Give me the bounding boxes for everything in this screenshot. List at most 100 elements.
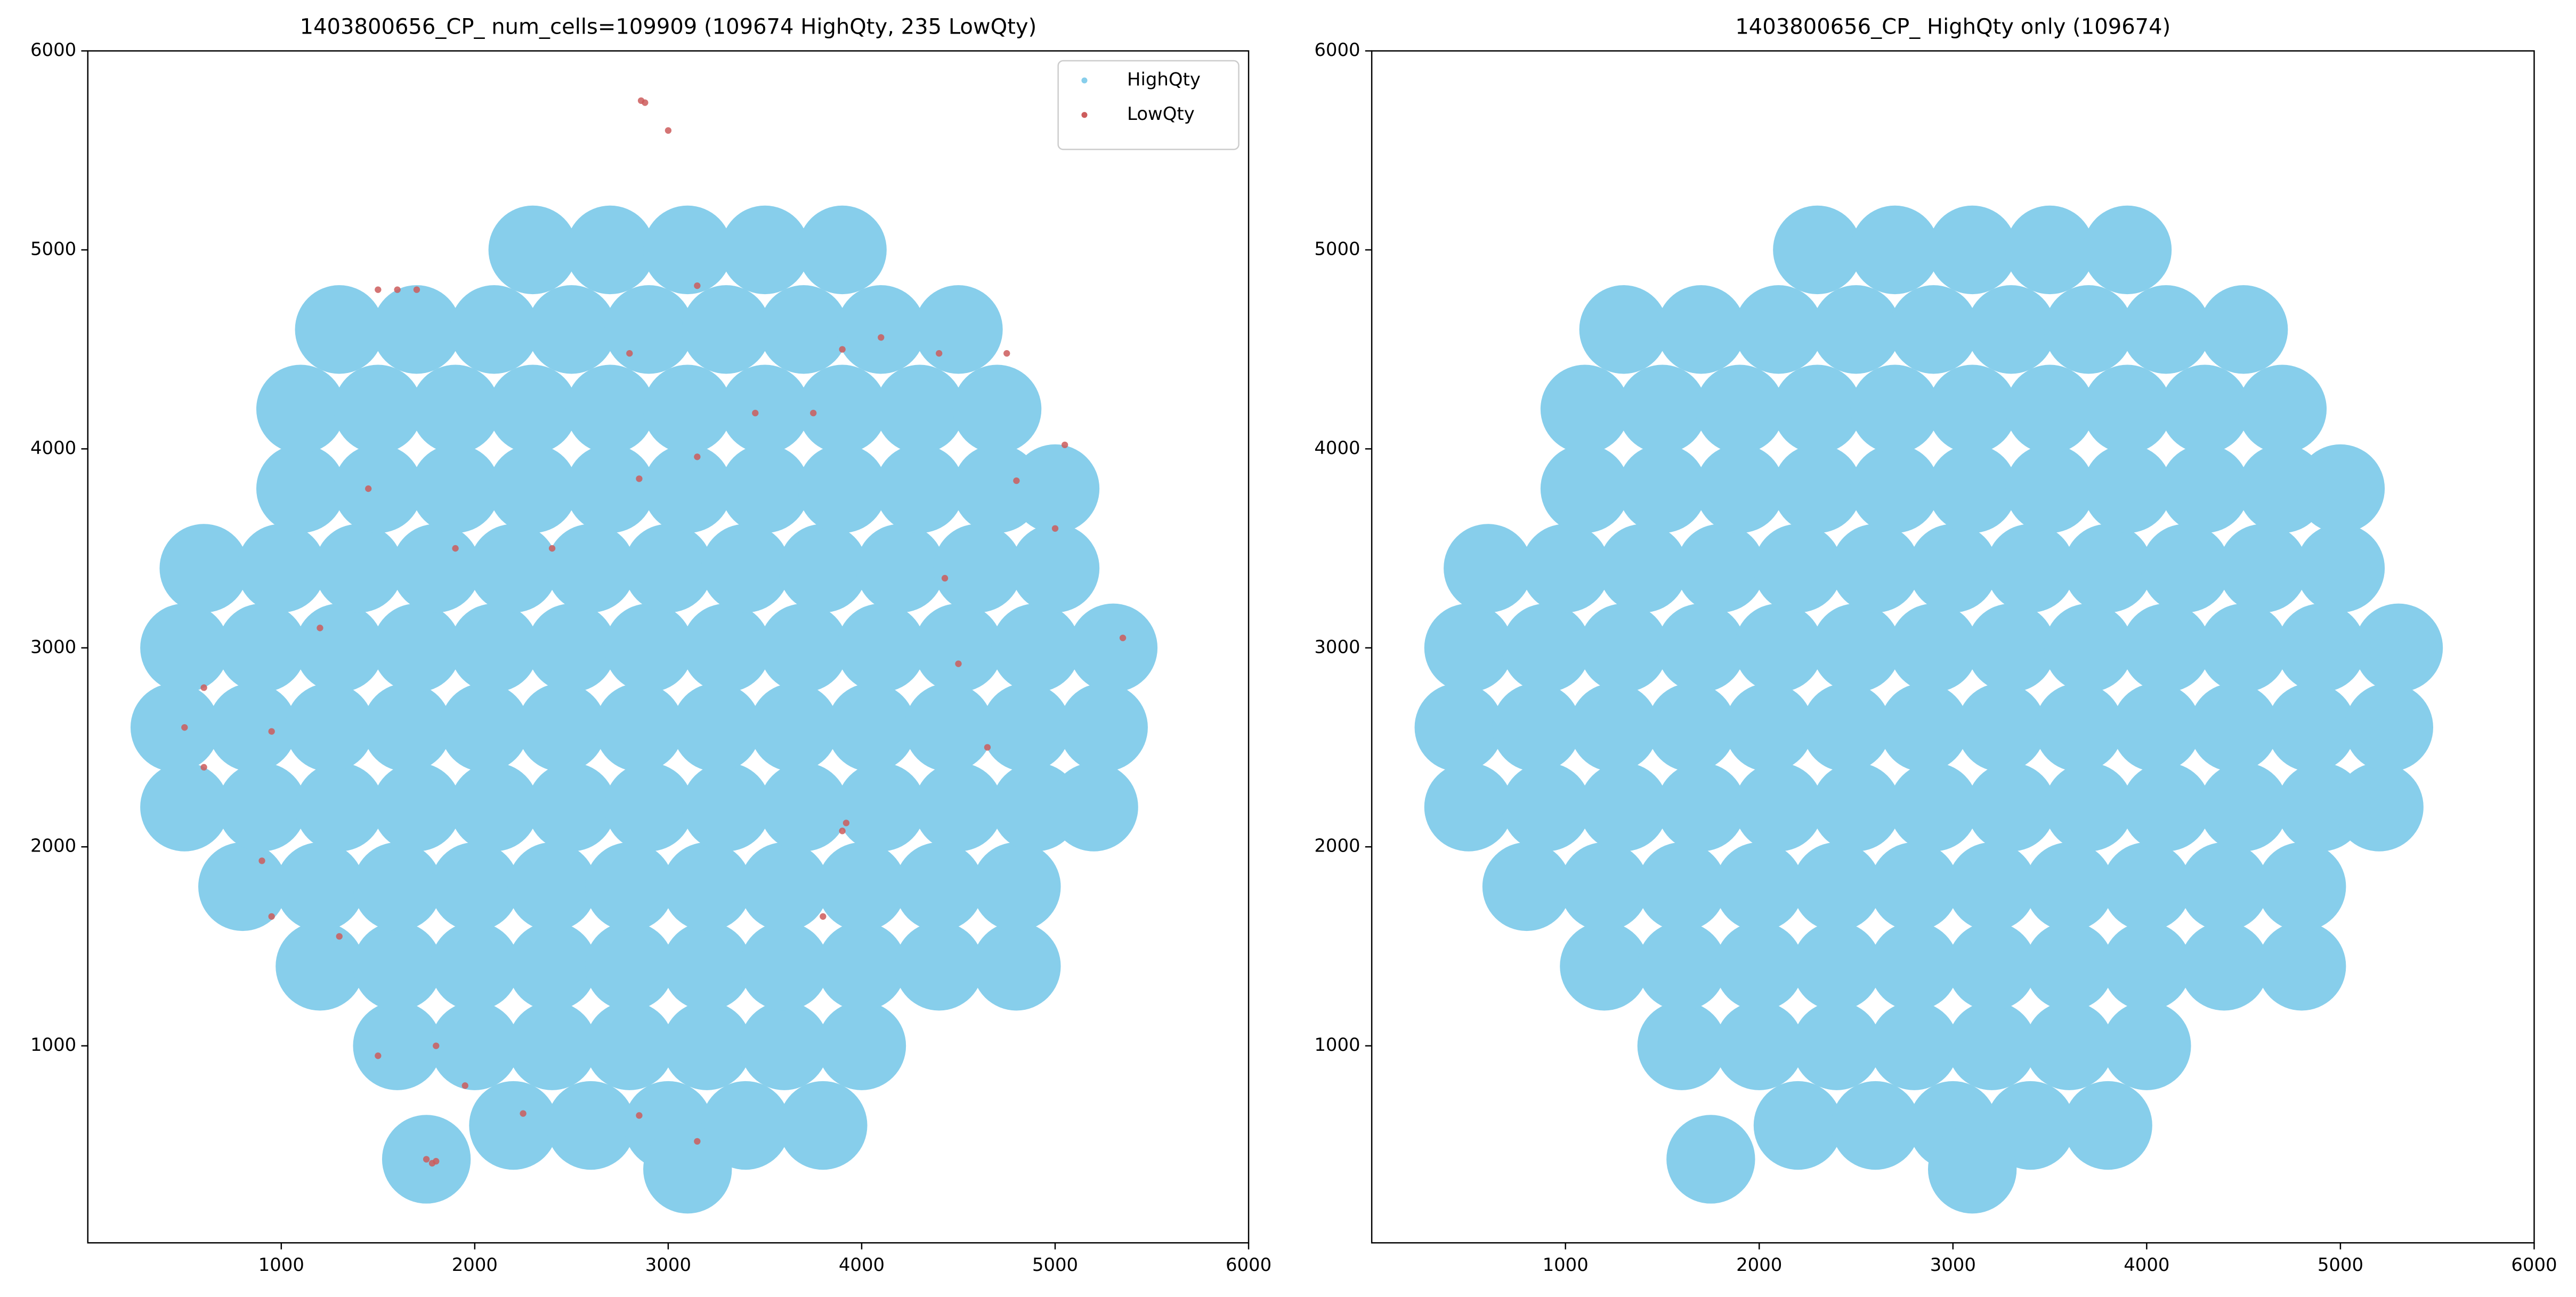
cell-cluster-point [130,683,220,772]
cell-cluster-point [2257,842,2346,931]
cell-cluster-point [779,524,868,613]
cell-point [694,1138,701,1145]
cell-cluster-point [140,603,229,692]
chart-title: 1403800656_CP_ HighQty only (109674) [1735,14,2170,39]
x-tick-label: 3000 [1930,1254,1976,1275]
cell-point [694,453,701,460]
legend-marker [1081,112,1088,118]
cell-cluster-point [565,364,655,453]
cell-cluster-point [546,524,635,613]
cell-cluster-point [546,1081,635,1170]
cell-cluster-point [720,444,809,533]
cell-cluster-point [1957,683,2046,772]
cell-point [752,409,759,417]
cell-cluster-point [1068,603,1158,692]
cell-cluster-point [1482,842,1571,931]
cell-cluster-point [2180,922,2269,1011]
cell-cluster-point [914,603,1003,692]
cell-cluster-point [2102,1001,2191,1090]
cell-cluster-point [440,683,529,772]
cell-cluster-point [837,285,926,374]
cell-cluster-point [2024,1001,2114,1090]
x-tick-label: 1000 [258,1254,304,1275]
cell-cluster-point [1656,285,1746,374]
cell-cluster-point [2063,1081,2152,1170]
cell-point [181,724,188,731]
cell-cluster-point [720,205,809,295]
cell-cluster-point [759,603,848,692]
cell-cluster-point [740,842,829,931]
cell-cluster-point [1773,205,1862,295]
cell-point [626,350,633,357]
cell-cluster-point [682,603,771,692]
cell-cluster-point [837,763,926,852]
cell-cluster-point [469,524,558,613]
cell-cluster-point [643,364,732,453]
cell-cluster-point [2296,444,2385,533]
cell-cluster-point [1966,285,2056,374]
cell-cluster-point [779,1081,868,1170]
cell-cluster-point [595,683,684,772]
cell-cluster-point [740,1001,829,1090]
cell-cluster-point [372,603,461,692]
x-tick-label: 6000 [1226,1254,1271,1275]
cell-cluster-point [1773,364,1862,453]
cell-cluster-point [2063,524,2152,613]
cell-cluster-point [1792,922,1881,1011]
cell-cluster-point [1618,364,1707,453]
cell-cluster-point [914,285,1003,374]
cell-point [636,475,643,482]
cell-cluster-point [837,603,926,692]
cell-point [433,1042,440,1049]
cell-cluster-point [991,603,1080,692]
cell-cluster-point [749,683,839,772]
plot-panel: 1403800656_CP_ HighQty only (109674) 1000… [1314,14,2557,1275]
cell-cluster-point [662,1001,751,1090]
y-tick-label: 4000 [1314,437,1360,458]
cell-point [694,282,701,289]
cell-cluster-point [1986,524,2075,613]
cell-cluster-point [2160,364,2249,453]
cell-cluster-point [2044,603,2133,692]
cell-cluster-point [2044,285,2133,374]
cell-point [268,913,275,920]
cell-cluster-point [2121,763,2210,852]
cell-cluster-point [372,285,461,374]
cell-cluster-point [276,922,364,1011]
cell-point [258,857,265,864]
x-tick-label: 6000 [2511,1254,2557,1275]
cell-cluster-point [1753,1081,1843,1170]
cell-cluster-point [430,842,520,931]
cell-cluster-point [1695,444,1785,533]
cell-point [200,684,207,691]
x-tick-label: 2000 [1736,1254,1782,1275]
cell-cluster-point [1010,524,1100,613]
cell-cluster-point [1966,763,2056,852]
cell-cluster-point [449,603,539,692]
cell-cluster-point [1715,842,1804,931]
cell-cluster-point [1850,444,1939,533]
cell-cluster-point [1880,683,1969,772]
cell-point [839,346,846,353]
cell-cluster-point [295,603,384,692]
y-tick-label: 3000 [30,636,76,657]
cell-point [423,1156,430,1163]
cell-cluster-point [1637,842,1727,931]
cell-cluster-point [1540,364,1630,453]
cell-cluster-point [334,444,423,533]
cell-cluster-point [875,364,965,453]
cell-cluster-point [507,1001,597,1090]
cell-cluster-point [894,842,984,931]
cell-cluster-point [527,603,616,692]
cell-cluster-point [1049,763,1138,852]
cell-cluster-point [1676,524,1765,613]
cell-cluster-point [585,922,674,1011]
cell-cluster-point [565,205,655,295]
cell-cluster-point [2199,285,2288,374]
cell-cluster-point [1734,603,1823,692]
cell-cluster-point [1802,683,1891,772]
cell-cluster-point [798,205,887,295]
cell-point [843,820,850,826]
x-tick-label: 5000 [1032,1254,1078,1275]
